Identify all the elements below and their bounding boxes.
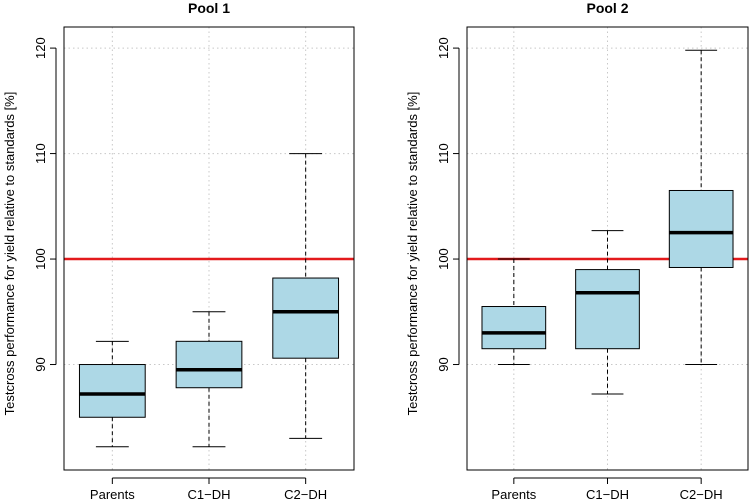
y-tick-label: 110 (436, 143, 451, 164)
box-c1-dh (575, 230, 640, 395)
x-tick-label: Parents (90, 487, 135, 502)
box-iqr (481, 306, 547, 350)
x-tick-label: C1−DH (586, 487, 629, 502)
y-axis-label: Testcross performance for yield relative… (405, 92, 420, 416)
x-tick-label: Parents (491, 487, 536, 502)
panel-pool-2: 90 100 110 120 Parents C1−DH C2−DH Pool 2 Testcr… (405, 0, 749, 502)
box-iqr (272, 277, 340, 359)
plot-frame (63, 26, 355, 471)
x-tick-label: C2−DH (680, 487, 723, 502)
plot-frame (466, 26, 749, 471)
x-tick-label: C2−DH (284, 487, 327, 502)
y-tick-label: 90 (436, 357, 451, 371)
y-tick-label: 100 (436, 248, 451, 270)
box-c2-dh (668, 49, 734, 366)
box-iqr (175, 340, 243, 389)
y-tick-label: 110 (33, 143, 48, 164)
chart-title: Pool 1 (188, 0, 230, 16)
panel-pool-1: 90 100 110 120 Parents C1−DH C2−DH Pool 1 Testcr… (2, 0, 355, 502)
y-tick-label: 100 (33, 248, 48, 270)
y-tick-label: 120 (436, 37, 451, 59)
y-tick-label: 90 (33, 357, 48, 371)
y-axis-label: Testcross performance for yield relative… (2, 92, 17, 416)
chart-title: Pool 2 (586, 0, 628, 16)
box-iqr (668, 189, 734, 268)
x-tick-label: C1−DH (188, 487, 231, 502)
box-parents (481, 258, 547, 366)
box-c1-dh (175, 311, 243, 448)
box-c2-dh (272, 153, 340, 439)
box-parents (78, 340, 146, 448)
y-tick-label: 120 (33, 37, 48, 59)
box-iqr (575, 269, 640, 350)
box-iqr (78, 364, 146, 418)
